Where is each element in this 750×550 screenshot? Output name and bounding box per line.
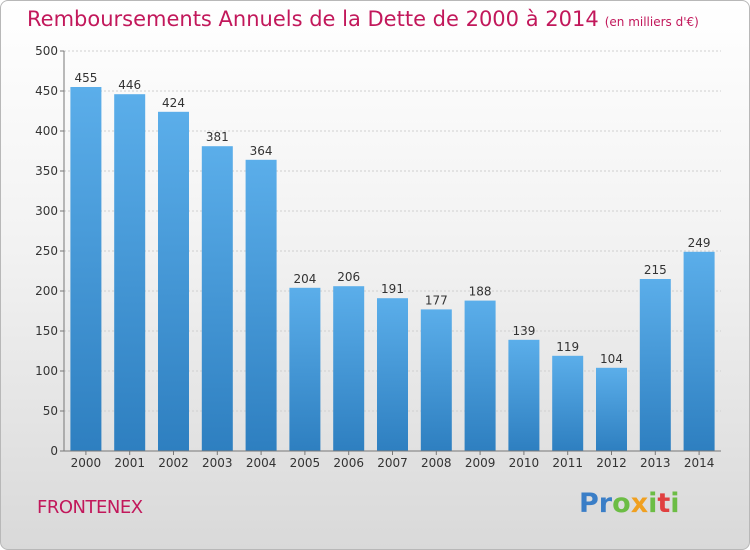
x-tick-label: 2009 — [465, 456, 496, 470]
y-tick-label: 0 — [50, 444, 58, 458]
x-tick-label: 2006 — [333, 456, 364, 470]
y-tick-label: 300 — [35, 204, 58, 218]
y-tick-label: 50 — [43, 404, 58, 418]
y-tick-label: 450 — [35, 84, 58, 98]
chart-title-text: Remboursements Annuels de la Dette de 20… — [27, 7, 599, 31]
bar — [552, 355, 584, 451]
y-tick-label: 200 — [35, 284, 58, 298]
chart-title: Remboursements Annuels de la Dette de 20… — [27, 7, 699, 31]
x-tick-label: 2013 — [640, 456, 671, 470]
logo-letter: i — [648, 488, 658, 519]
data-label: 206 — [337, 270, 360, 284]
data-label: 215 — [644, 263, 667, 277]
data-label: 188 — [469, 285, 492, 299]
proxiti-logo: Proxiti — [579, 488, 680, 519]
bar — [596, 367, 627, 451]
bar — [70, 87, 102, 451]
bar — [114, 94, 146, 451]
logo-letter: i — [670, 488, 680, 519]
bar — [333, 286, 365, 451]
data-label: 191 — [381, 282, 404, 296]
y-tick-label: 100 — [35, 364, 58, 378]
bar — [639, 279, 671, 451]
data-label: 249 — [688, 236, 711, 250]
chart-subtitle: (en milliers d'€) — [604, 15, 699, 29]
bar — [289, 287, 321, 451]
bar — [201, 146, 233, 451]
data-label: 455 — [74, 71, 97, 85]
data-label: 446 — [118, 78, 141, 92]
logo-letter: P — [579, 488, 599, 519]
y-tick-label: 150 — [35, 324, 58, 338]
city-name: FRONTENEX — [37, 497, 143, 518]
x-tick-label: 2010 — [509, 456, 540, 470]
logo-letter: t — [657, 488, 671, 519]
data-label: 204 — [293, 272, 316, 286]
data-label: 139 — [512, 324, 535, 338]
x-tick-label: 2014 — [684, 456, 715, 470]
x-tick-label: 2000 — [71, 456, 102, 470]
data-label: 104 — [600, 352, 623, 366]
logo-letter: o — [612, 488, 631, 519]
x-tick-label: 2003 — [202, 456, 233, 470]
logo-letter: r — [598, 488, 613, 519]
data-label: 364 — [250, 144, 273, 158]
y-tick-label: 250 — [35, 244, 58, 258]
bar — [158, 111, 189, 452]
bar — [464, 300, 496, 451]
data-label: 119 — [556, 340, 579, 354]
bar — [508, 339, 540, 451]
bar — [377, 298, 408, 451]
x-tick-label: 2011 — [552, 456, 583, 470]
logo-letter: x — [630, 488, 649, 519]
x-tick-label: 2001 — [114, 456, 145, 470]
x-tick-label: 2002 — [158, 456, 189, 470]
x-tick-label: 2012 — [596, 456, 627, 470]
y-tick-label: 500 — [35, 44, 58, 58]
data-label: 424 — [162, 96, 185, 110]
x-tick-label: 2005 — [290, 456, 321, 470]
x-tick-label: 2004 — [246, 456, 277, 470]
data-label: 381 — [206, 130, 229, 144]
bar — [245, 159, 277, 452]
bar — [683, 251, 715, 451]
x-tick-label: 2008 — [421, 456, 452, 470]
y-tick-label: 400 — [35, 124, 58, 138]
bar — [420, 309, 452, 451]
y-tick-label: 350 — [35, 164, 58, 178]
x-tick-label: 2007 — [377, 456, 408, 470]
data-label: 177 — [425, 293, 448, 307]
